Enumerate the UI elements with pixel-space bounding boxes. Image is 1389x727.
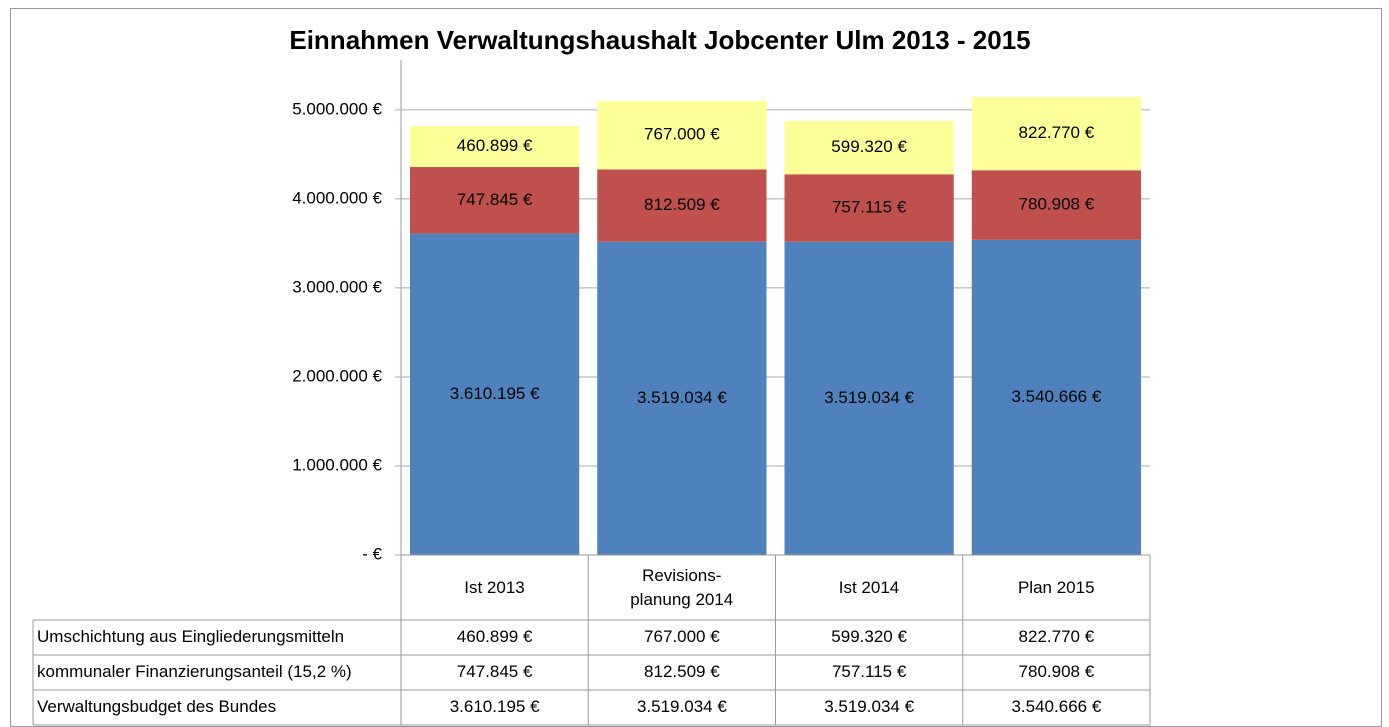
table-value: 3.540.666 € [1011,697,1101,716]
chart-title: Einnahmen Verwaltungshaushalt Jobcenter … [289,25,1030,55]
y-tick-label: 4.000.000 € [292,188,382,207]
table-value: 767.000 € [644,627,720,646]
y-tick-label: 5.000.000 € [292,99,382,118]
bar-segment [971,97,1141,171]
table-value: 780.908 € [1019,662,1095,681]
bar-segment [410,125,580,168]
y-tick-label: 3.000.000 € [292,277,382,296]
y-tick-label: 2.000.000 € [292,366,382,385]
bar-segment [784,174,954,242]
table-value: 812.509 € [644,662,720,681]
data-label: 747.845 € [457,190,533,209]
row-label: kommunaler Finanzierungsanteil (15,2 %) [37,662,352,681]
data-label: 767.000 € [644,125,720,144]
table-value: 460.899 € [457,627,533,646]
bar-segment [784,120,954,175]
data-label: 822.770 € [1019,123,1095,142]
category-label: Plan 2015 [1017,577,1095,597]
y-tick-label: 1.000.000 € [292,455,382,474]
row-label: Umschichtung aus Eingliederungsmitteln [37,627,344,646]
table-value: 757.115 € [832,662,907,681]
data-label: 3.519.034 € [637,388,727,407]
data-label: 599.320 € [831,137,907,156]
table-value: 3.519.034 € [637,697,727,716]
data-label: 3.540.666 € [1011,387,1101,406]
y-tick-label: - € [362,544,382,563]
row-label: Verwaltungsbudget des Bundes [37,697,276,716]
table-value: 599.320 € [831,627,907,646]
table-value: 3.610.195 € [450,697,540,716]
table-value: 747.845 € [457,662,533,681]
bar-segment [971,170,1141,240]
bar-segment [410,233,580,556]
bar-segment [784,241,954,555]
data-label: 3.610.195 € [450,384,540,403]
category-label: Revisions- planung 2014 [630,565,734,609]
bar-segment [971,239,1141,555]
bar-segment [597,101,767,170]
category-label: Ist 2014 [838,577,900,597]
bar-segment [597,241,767,555]
bar-segment [410,167,580,234]
data-label: 460.899 € [457,136,533,155]
table-value: 3.519.034 € [824,697,914,716]
data-label: 757.115 € [832,197,907,216]
data-label: 780.908 € [1019,195,1095,214]
data-label: 3.519.034 € [824,388,914,407]
category-label: Ist 2013 [464,577,525,597]
bar-segment [597,169,767,242]
data-label: 812.509 € [644,195,720,214]
table-value: 822.770 € [1019,627,1095,646]
